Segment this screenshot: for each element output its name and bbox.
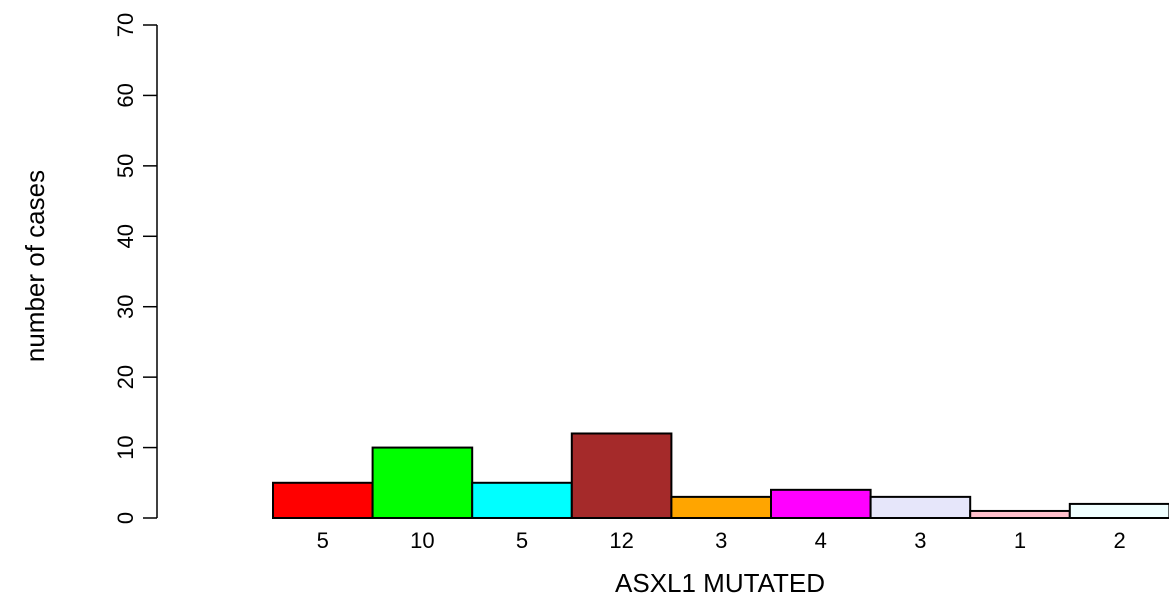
y-axis: 0 10 20 30 40 50 60 70 (113, 13, 158, 524)
bar (570, 432, 673, 519)
x-tick-label: 12 (609, 528, 633, 553)
y-tick-label: 30 (113, 294, 138, 318)
y-tick-label: 60 (113, 83, 138, 107)
y-tick-label: 50 (113, 154, 138, 178)
y-tick-label: 20 (113, 365, 138, 389)
x-tick-label: 4 (815, 528, 827, 553)
x-tick-label: 10 (410, 528, 434, 553)
x-tick-label: 1 (1014, 528, 1026, 553)
y-axis-label: number of cases (20, 170, 50, 362)
x-tick-labels: 5 10 5 12 3 4 3 1 2 (317, 528, 1126, 553)
bar (1068, 502, 1169, 519)
x-axis-label: ASXL1 MUTATED (615, 568, 825, 598)
bar (471, 481, 573, 519)
x-tick-label: 3 (914, 528, 926, 553)
bar (869, 495, 972, 519)
bar (670, 495, 773, 519)
bar (969, 509, 1071, 520)
y-tick-label: 10 (113, 435, 138, 459)
bars (272, 432, 1169, 520)
bar (371, 446, 474, 520)
x-tick-label: 2 (1113, 528, 1125, 553)
y-tick-label: 0 (113, 512, 138, 524)
y-tick-label: 40 (113, 224, 138, 248)
bar (770, 488, 872, 520)
x-tick-label: 3 (715, 528, 727, 553)
x-tick-label: 5 (317, 528, 329, 553)
x-tick-label: 5 (516, 528, 528, 553)
bar (272, 481, 374, 519)
y-tick-label: 70 (113, 13, 138, 37)
